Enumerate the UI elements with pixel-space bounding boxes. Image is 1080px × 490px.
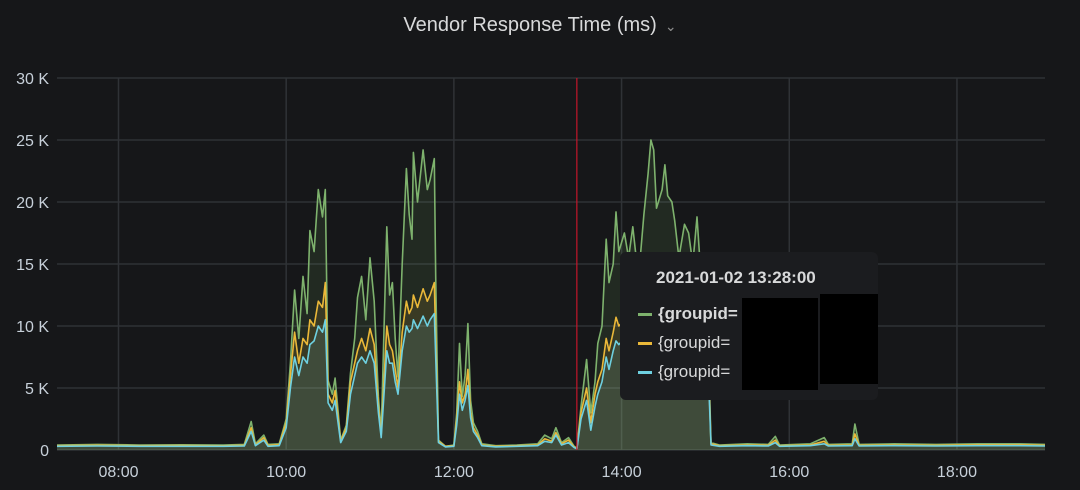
x-tick-label: 14:00: [602, 464, 642, 481]
x-tick-label: 08:00: [98, 464, 138, 481]
series-line-2: [56, 312, 1046, 450]
redaction-box: [742, 298, 818, 390]
series-area-1: [57, 282, 1045, 450]
y-tick-label: 5 K: [25, 381, 49, 398]
y-tick-label: 25 K: [16, 133, 49, 150]
x-tick-label: 10:00: [266, 464, 306, 481]
y-tick-label: 10 K: [16, 319, 49, 336]
series-swatch: [638, 341, 652, 345]
series-label: {groupid=: [658, 362, 731, 381]
x-tick-label: 16:00: [769, 464, 809, 481]
series-swatch: [638, 312, 652, 316]
tooltip: 2021-01-02 13:28:00 {groupid= {groupid= …: [620, 252, 878, 400]
y-tick-label: 20 K: [16, 195, 49, 212]
series-label: {groupid=: [658, 304, 738, 323]
redaction-box: [820, 294, 878, 384]
y-tick-label: 15 K: [16, 257, 49, 274]
y-tick-label: 0: [40, 443, 49, 460]
panel-title[interactable]: Vendor Response Time (ms) ⌄: [403, 14, 677, 36]
tooltip-timestamp: 2021-01-02 13:28:00: [656, 268, 816, 287]
series-area-2: [57, 313, 1045, 450]
series-line-0: [56, 139, 1046, 449]
tooltip-row: {groupid=: [638, 362, 730, 382]
series-swatch: [638, 370, 652, 374]
tooltip-row: {groupid=: [638, 304, 738, 324]
x-tick-label: 18:00: [937, 464, 977, 481]
x-tick-label: 12:00: [434, 464, 474, 481]
y-tick-label: 30 K: [16, 71, 49, 88]
series-line-1: [56, 281, 1046, 450]
series-label: {groupid=: [658, 333, 731, 352]
chevron-down-icon[interactable]: ⌄: [664, 18, 677, 34]
tooltip-row: {groupid=: [638, 333, 730, 353]
series-area-0: [57, 140, 1045, 450]
